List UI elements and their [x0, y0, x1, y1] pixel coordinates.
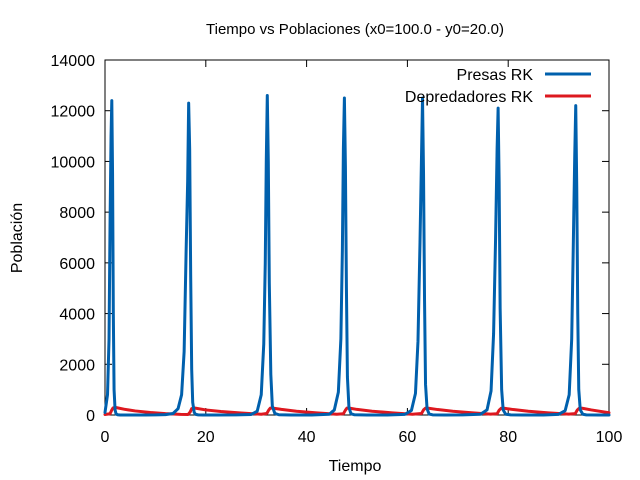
y-axis-ticks: 0 2000 4000 6000 8000 10000 12000 14000 [51, 53, 609, 425]
x-tick-label: 80 [499, 429, 517, 446]
y-tick-label: 4000 [59, 307, 95, 324]
x-tick-label: 0 [101, 429, 110, 446]
x-tick-label: 100 [596, 429, 623, 446]
plot-frame [104, 59, 610, 416]
chart-title: Tiempo vs Poblaciones (x0=100.0 - y0=20.… [206, 21, 504, 38]
y-tick-label: 10000 [51, 154, 96, 171]
y-axis-title: Población [9, 203, 26, 273]
x-tick-label: 20 [197, 429, 215, 446]
y-tick-label: 8000 [59, 205, 95, 222]
legend: Presas RK Depredadores RK [405, 67, 591, 106]
y-tick-label: 12000 [51, 104, 96, 121]
y-tick-label: 0 [86, 408, 95, 425]
x-tick-label: 40 [298, 429, 316, 446]
x-axis-title: Tiempo [329, 458, 382, 475]
legend-label: Presas RK [457, 67, 534, 84]
y-tick-label: 6000 [59, 256, 95, 273]
x-tick-label: 60 [399, 429, 417, 446]
x-axis-ticks: 0 20 40 60 80 100 [101, 60, 623, 446]
series-line-presas [103, 94, 611, 417]
series-layer [103, 94, 611, 417]
y-tick-label: 14000 [51, 53, 96, 70]
legend-label: Depredadores RK [405, 89, 533, 106]
y-tick-label: 2000 [59, 357, 95, 374]
